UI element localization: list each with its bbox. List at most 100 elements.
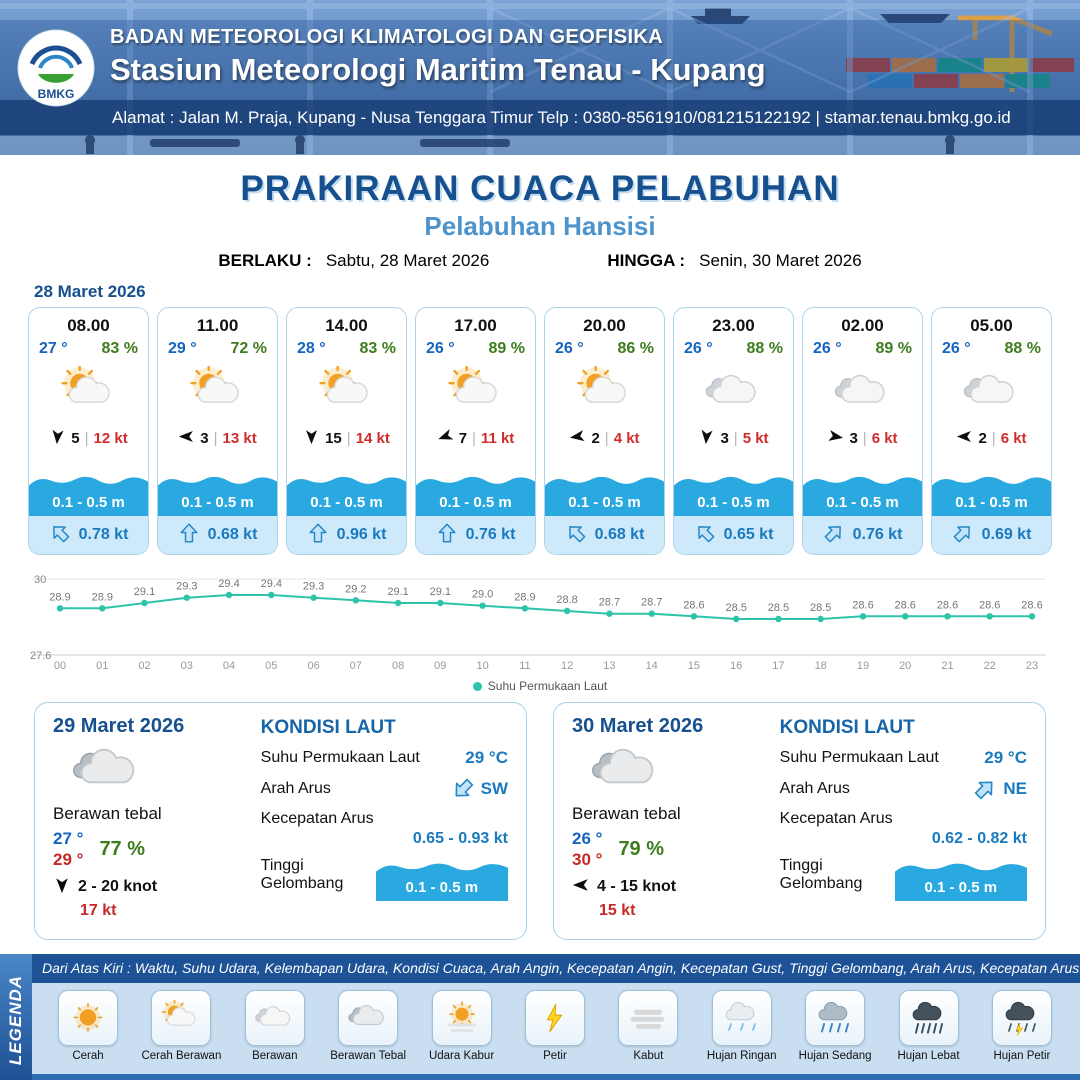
daily-gust: 15 kt [599,901,636,919]
legend-item-label: Berawan [252,1050,298,1062]
daily-cards: 29 Maret 2026 Berawan tebal 27 ° 29 ° 77… [34,702,1046,940]
svg-text:22: 22 [984,660,996,672]
wind-direction-icon [956,428,973,449]
forecast-card: 23.00 26 ° 88 % 3 | 5 kt 0.1 - 0.5 m 0.6… [673,307,794,555]
legend-item: Kabut [604,990,692,1074]
daily-wind-range: 4 - 15 knot [597,878,677,895]
legend-item-label: Cerah Berawan [141,1050,222,1062]
page-title: PRAKIRAAN CUACA PELABUHAN [240,169,840,208]
card-time: 20.00 [583,316,626,335]
current-speed-value: 0.62 - 0.82 kt [931,830,1027,847]
wave-height-value: 0.1 - 0.5 m [924,879,998,896]
wave-height-band: 0.1 - 0.5 m [287,470,406,516]
svg-text:29.3: 29.3 [303,581,324,593]
current-speed: 0.96 kt [336,526,387,543]
svg-text:18: 18 [815,660,827,672]
current-direction-label: Arah Arus [260,780,331,797]
svg-text:20: 20 [899,660,911,672]
current-speed: 0.76 kt [465,526,516,543]
daily-weather-icon [586,740,768,802]
forecast-card: 11.00 29 ° 72 % 3 | 13 kt 0.1 - 0.5 m 0.… [157,307,278,555]
wind-row: 5 | 12 kt [29,426,148,450]
daily-weather-icon [67,740,249,802]
current-direction-value: SW [451,777,508,801]
current-speed: 0.68 kt [207,526,258,543]
station-name: Stasiun Meteorologi Maritim Tenau - Kupa… [110,52,766,87]
current-direction-icon [694,522,716,549]
legend-item-label: Udara Kabur [428,1050,495,1062]
current-row: 0.68 kt [158,516,277,554]
card-time: 05.00 [970,316,1013,335]
svg-text:28.7: 28.7 [599,597,620,609]
svg-text:11: 11 [519,660,530,672]
sst-label: Suhu Permukaan Laut [779,749,939,766]
sun-icon [58,990,118,1046]
gust-speed: 4 kt [613,429,640,447]
svg-text:16: 16 [730,660,742,672]
wave-height-value: 0.1 - 0.5 m [181,494,254,511]
svg-text:27.6: 27.6 [30,650,51,662]
svg-text:29.1: 29.1 [387,586,408,598]
svg-text:02: 02 [138,660,150,672]
svg-text:29.1: 29.1 [134,586,155,598]
current-direction-icon [823,522,845,549]
separator: | [346,429,351,447]
svg-text:19: 19 [857,660,869,672]
wind-row: 3 | 13 kt [158,426,277,450]
current-direction-icon [307,522,329,549]
separator: | [213,429,218,447]
lightning-icon [524,990,585,1046]
legend-item-label: Berawan Tebal [330,1050,407,1062]
wave-height-label: Tinggi Gelombang [260,857,344,892]
fog-icon [618,990,679,1046]
svg-text:28.8: 28.8 [556,594,577,606]
legend-item-label: Hujan Sedang [798,1050,872,1062]
sea-conditions-heading: KONDISI LAUT [779,717,915,738]
legend-title: LEGENDA [6,974,25,1066]
current-direction-label: Arah Arus [779,780,850,797]
wave-height-band: 0.1 - 0.5 m [545,470,664,516]
gust-speed: 6 kt [871,429,898,447]
current-speed-value: 0.65 - 0.93 kt [412,830,508,847]
daily-humidity: 77 % [99,837,146,860]
legend-items: Cerah Cerah Berawan Berawan Berawan Teba… [32,983,1080,1074]
daily-temp-max: 30 ° [572,850,603,870]
weather-icon [932,358,1051,426]
svg-text:10: 10 [476,660,488,672]
gust-speed: 12 kt [93,429,128,447]
separator: | [862,429,867,447]
legend-item: Berawan [231,990,319,1074]
svg-text:29.1: 29.1 [430,586,451,598]
legend-item-label: Hujan Lebat [897,1050,960,1062]
wave-height-value: 0.1 - 0.5 m [568,494,641,511]
wind-direction-icon [698,428,715,449]
daily-forecast-card: 29 Maret 2026 Berawan tebal 27 ° 29 ° 77… [34,702,527,940]
svg-text:28.9: 28.9 [92,591,113,603]
svg-text:28.6: 28.6 [979,599,1000,611]
wind-direction-icon [49,428,66,449]
card-humidity: 89 % [488,340,525,357]
daily-date: 30 Maret 2026 [572,715,704,737]
svg-text:14: 14 [646,660,658,672]
svg-text:28.9: 28.9 [49,591,70,603]
wind-speed: 5 [71,429,80,447]
legend-item: Hujan Petir [978,990,1066,1074]
sea-conditions-heading: KONDISI LAUT [260,717,396,738]
valid-to-value: Senin, 30 Maret 2026 [699,251,862,270]
card-time: 02.00 [841,316,884,335]
svg-text:29.4: 29.4 [261,578,282,590]
wave-height-band: 0.1 - 0.5 m [158,470,277,516]
forecast-card: 05.00 26 ° 88 % 2 | 6 kt 0.1 - 0.5 m 0.6… [931,307,1052,555]
current-speed-label: Kecepatan Arus [260,810,374,827]
valid-from-label: BERLAKU : [218,251,312,270]
current-direction-icon [49,522,71,549]
current-row: 0.68 kt [545,516,664,554]
legend-item: Berawan Tebal [324,990,412,1074]
svg-text:29.0: 29.0 [472,589,493,601]
legend-item: Hujan Ringan [698,990,786,1074]
svg-text:01: 01 [96,660,108,672]
rain-light-icon [711,990,772,1046]
legend-title-band: LEGENDA [0,954,32,1080]
daily-wind-direction-icon [572,876,590,899]
haze-icon [431,990,492,1046]
